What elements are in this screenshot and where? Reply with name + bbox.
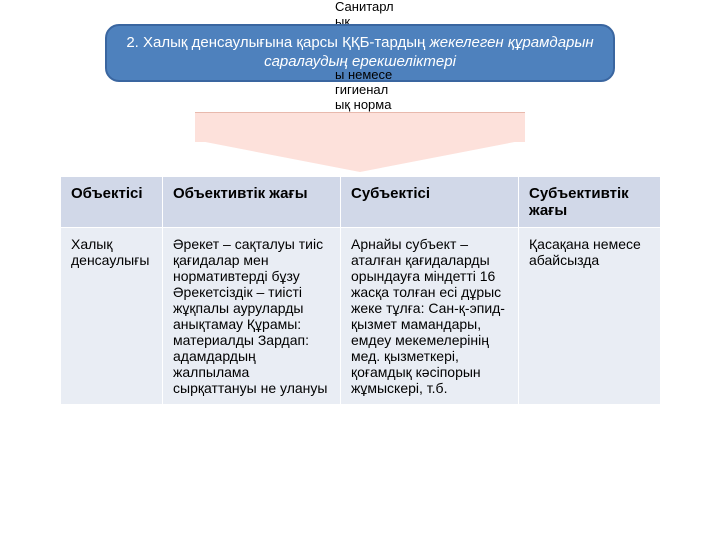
definition-table: Объектісі Объективтік жағы Субъектісі Су… [60,176,660,405]
col-header-subjective: Субъективтік жағы [519,177,661,228]
cell-subject: Арнайы субъект – аталған қағидаларды оры… [341,228,519,405]
down-arrow [195,112,525,172]
col-header-objective: Объективтік жағы [163,177,341,228]
cell-object: Халық денсаулығы [61,228,163,405]
arrow-head [195,140,525,172]
arrow-shaft [195,112,525,142]
col-header-object: Объектісі [61,177,163,228]
background-text-mid: ы немесе гигиеналық норма [335,68,395,113]
header-plain: 2. Халық денсаулығына қарсы ҚҚБ-тардың [126,34,429,51]
cell-subjective: Қасақана немесе абайсызда [519,228,661,405]
table-row: Халық денсаулығы Әрекет – сақталуы тиіс … [61,228,661,405]
table-header-row: Объектісі Объективтік жағы Субъектісі Су… [61,177,661,228]
cell-objective: Әрекет – сақталуы тиіс қағидалар мен нор… [163,228,341,405]
col-header-subject: Субъектісі [341,177,519,228]
